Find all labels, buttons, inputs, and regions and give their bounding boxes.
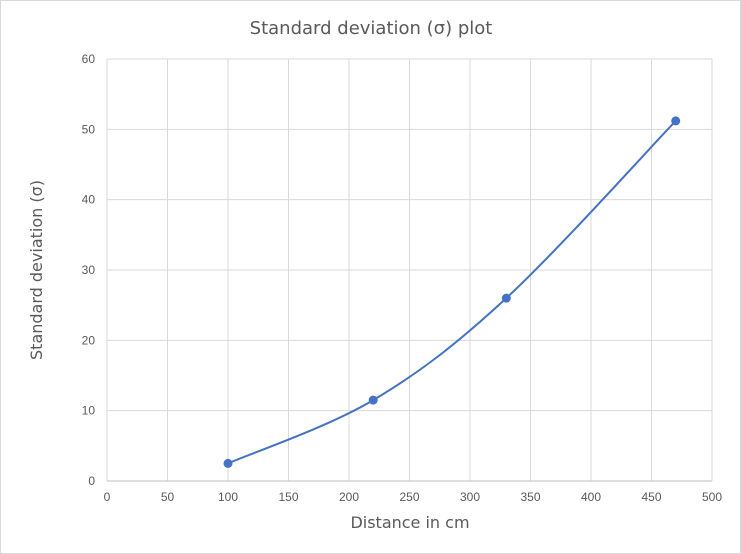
y-tick-label: 40	[82, 193, 96, 207]
x-tick-label: 450	[641, 490, 661, 504]
chart-title: Standard deviation (σ) plot	[250, 18, 493, 39]
x-tick-label: 150	[278, 490, 298, 504]
x-tick-label: 400	[581, 490, 601, 504]
y-tick-label: 0	[88, 474, 95, 488]
x-tick-label: 0	[104, 490, 111, 504]
data-point	[671, 116, 681, 126]
y-tick-labels: 0 10 20 30 40 50 60	[82, 52, 96, 488]
x-tick-labels: 0 50 100 150 200 250 300 350 400 450 500	[104, 490, 723, 504]
x-tick-label: 200	[339, 490, 359, 504]
grid-lines	[106, 58, 713, 482]
y-tick-label: 60	[82, 52, 96, 66]
x-tick-label: 500	[702, 490, 722, 504]
data-point	[368, 395, 378, 405]
y-tick-label: 20	[82, 333, 96, 347]
data-point	[223, 458, 233, 468]
x-tick-label: 300	[460, 490, 480, 504]
y-tick-label: 30	[82, 263, 96, 277]
x-tick-label: 100	[218, 490, 238, 504]
data-point	[501, 293, 511, 303]
x-tick-label: 350	[520, 490, 540, 504]
y-axis-title: Standard deviation (σ)	[27, 180, 46, 360]
x-tick-label: 50	[161, 490, 175, 504]
x-axis-title: Distance in cm	[350, 513, 469, 532]
y-tick-label: 50	[82, 122, 96, 136]
y-tick-label: 10	[82, 404, 96, 418]
series-group	[223, 116, 681, 468]
x-tick-label: 250	[399, 490, 419, 504]
series-line	[227, 120, 677, 465]
